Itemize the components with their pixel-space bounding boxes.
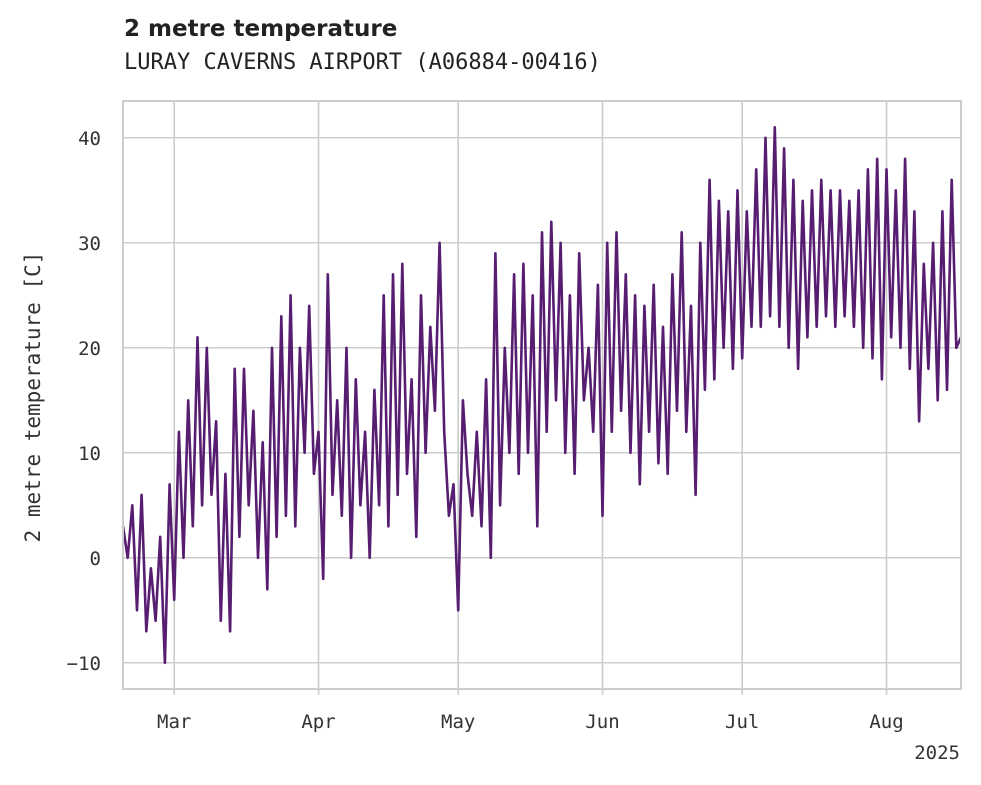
y-tick-label: 0 [90, 548, 101, 570]
y-axis-label: 2 metre temperature [C] [21, 252, 45, 543]
x-axis-ticks: Mar Apr May Jun Jul Aug [157, 689, 904, 733]
plot-area [123, 101, 961, 689]
chart-title: 2 metre temperature [124, 16, 398, 42]
year-label: 2025 [914, 742, 960, 764]
y-tick-label: 30 [78, 233, 101, 255]
series-group [121, 126, 963, 665]
x-tick-label: May [441, 711, 475, 733]
x-tick-label: Aug [869, 711, 903, 733]
temperature-series-line [121, 126, 963, 665]
x-tick-label: Apr [301, 711, 335, 733]
y-tick-label: 20 [78, 338, 101, 360]
chart-subtitle: LURAY CAVERNS AIRPORT (A06884-00416) [124, 50, 601, 75]
y-tick-label: 10 [78, 443, 101, 465]
plot-frame [122, 100, 962, 690]
x-tick-label: Mar [157, 711, 191, 733]
x-tick-label: Jul [725, 711, 759, 733]
y-tick-label: 40 [78, 128, 101, 150]
y-axis-ticks: −10 0 10 20 30 40 [67, 128, 101, 675]
x-tick-label: Jun [585, 711, 619, 733]
y-tick-label: −10 [67, 653, 101, 675]
